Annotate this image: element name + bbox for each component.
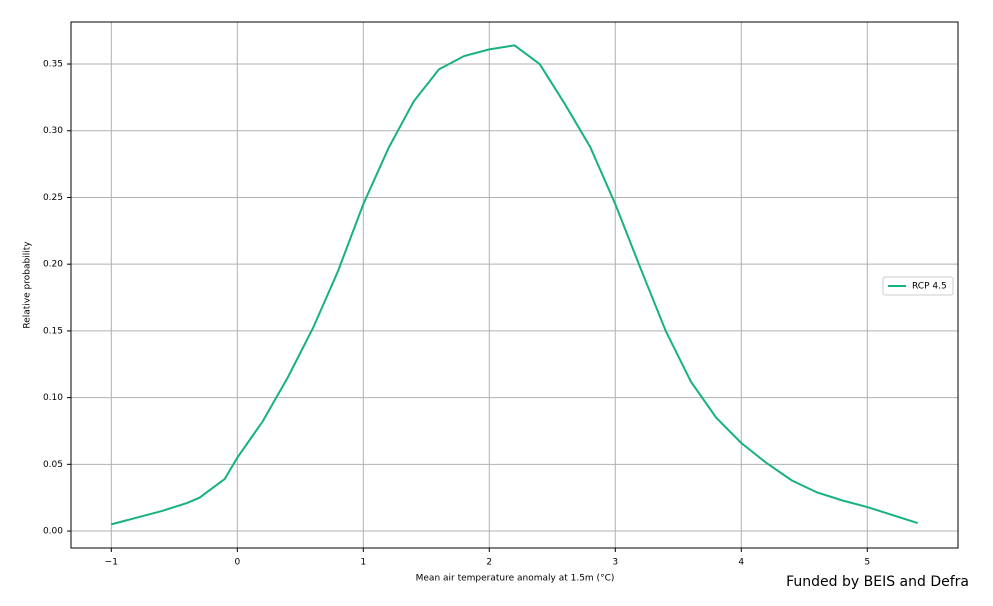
y-axis-label: Relative probability	[23, 241, 33, 329]
y-tick-label: 0.20	[43, 260, 63, 270]
x-tick-label: 3	[612, 558, 618, 568]
x-tick-label: 1	[360, 558, 366, 568]
y-tick-label: 0.00	[43, 527, 63, 537]
y-tick-label: 0.05	[43, 460, 63, 470]
x-tick-label: −1	[105, 558, 118, 568]
footer: Funded by BEIS and Defra	[786, 574, 969, 590]
y-tick-label: 0.25	[43, 193, 63, 203]
x-tick-label: 2	[486, 558, 492, 568]
x-tick-label: 0	[234, 558, 240, 568]
plot-frame	[70, 21, 959, 549]
legend-box	[882, 276, 954, 296]
x-axis-label: Mean air temperature anomaly at 1.5m (°C…	[416, 574, 615, 584]
y-tick-label: 0.35	[43, 60, 63, 70]
x-tick-label: 4	[738, 558, 744, 568]
y-tick-label: 0.15	[43, 326, 63, 336]
data-line	[111, 44, 918, 526]
x-tick-label: 5	[864, 558, 870, 568]
y-tick-label: 0.30	[43, 126, 63, 136]
y-tick-label: 0.10	[43, 393, 63, 403]
legend-label: RCP 4.5	[912, 282, 947, 292]
